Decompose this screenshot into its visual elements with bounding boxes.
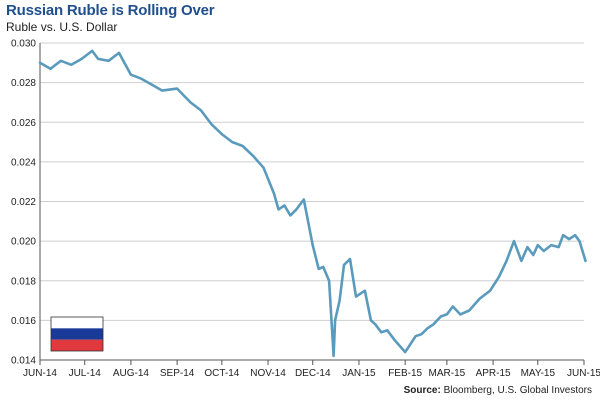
y-tick-label: 0.024 (11, 157, 36, 168)
x-tick-label: APR-15 (476, 368, 511, 379)
flag-stripe (51, 317, 103, 329)
x-tick-label: JAN-15 (342, 368, 376, 379)
y-tick-label: 0.018 (11, 276, 36, 287)
x-tick-label: AUG-14 (113, 368, 150, 379)
source-prefix: Source: (403, 385, 441, 396)
ruble-series-line (38, 49, 587, 358)
y-tick-label: 0.014 (11, 356, 36, 367)
chart-subtitle: Ruble vs. U.S. Dollar (6, 20, 118, 34)
russia-flag-icon (50, 316, 104, 352)
x-tick-label: JUN-14 (23, 368, 57, 379)
x-tick-label: FEB-15 (388, 368, 422, 379)
y-tick-label: 0.030 (11, 39, 36, 50)
x-tick-label: MAY-15 (521, 368, 556, 379)
x-tick-label: JUL-14 (69, 368, 102, 379)
flag-stripe (51, 328, 103, 340)
y-tick-label: 0.020 (11, 237, 36, 248)
x-tick-label: SEP-14 (160, 368, 195, 379)
y-tick-label: 0.022 (11, 197, 36, 208)
series-layer (38, 49, 587, 358)
axis-layer: 0.014 0.016 0.018 0.020 0.022 0.024 0.026 0.028… (11, 39, 600, 380)
y-tick-label: 0.026 (11, 118, 36, 129)
x-tick-label: DEC-14 (295, 368, 331, 379)
y-tick-label: 0.028 (11, 78, 36, 89)
flag-stripe (51, 339, 103, 351)
flag-border (50, 316, 104, 352)
x-tick-label: OCT-14 (204, 368, 239, 379)
chart-title: Russian Ruble is Rolling Over (6, 2, 215, 19)
x-tick-label: JUN-15 (567, 368, 600, 379)
x-tick-label: MAR-15 (429, 368, 466, 379)
x-tick-label: NOV-14 (250, 368, 286, 379)
grid-layer (40, 42, 584, 321)
source-note: Source: Bloomberg, U.S. Global Investors (404, 385, 592, 396)
y-tick-label: 0.016 (11, 316, 36, 327)
source-text: Bloomberg, U.S. Global Investors (440, 385, 592, 396)
